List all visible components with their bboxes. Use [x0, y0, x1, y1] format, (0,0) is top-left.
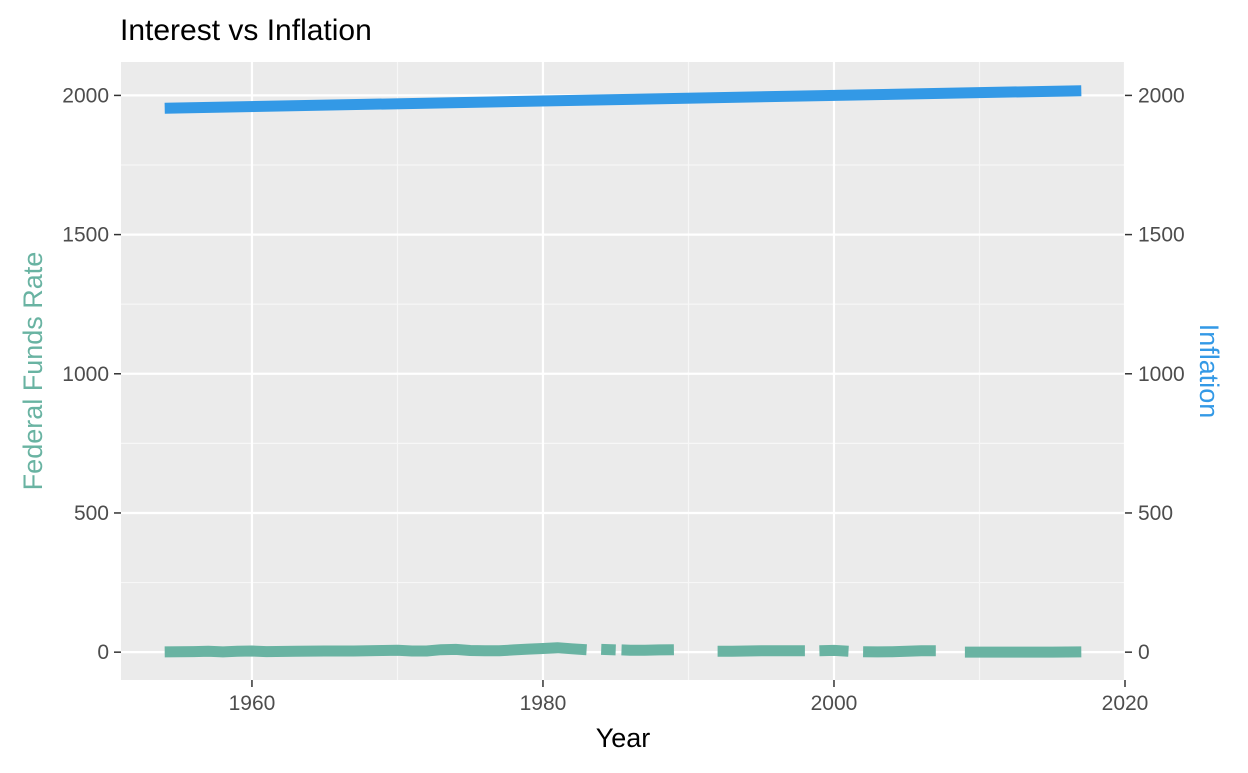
- series-line: [863, 651, 936, 652]
- x-axis: 1960 1980 2000 2020: [229, 680, 1149, 715]
- series-line: [622, 650, 674, 651]
- right-tick-label: 500: [1138, 502, 1173, 525]
- series-line: [601, 649, 616, 650]
- chart-title: Interest vs Inflation: [120, 14, 372, 47]
- left-axis-title: Federal Funds Rate: [18, 252, 48, 491]
- left-tick-label: 1500: [62, 224, 109, 247]
- x-tick-label: 2020: [1102, 692, 1149, 715]
- right-tick-label: 1500: [1138, 224, 1185, 247]
- x-tick-label: 2000: [811, 692, 858, 715]
- x-tick-label: 1960: [229, 692, 276, 715]
- plot-panel: [121, 62, 1125, 680]
- left-axis: 0 500 1000 1500 2000: [62, 84, 121, 664]
- series-line: [718, 651, 805, 652]
- left-tick-label: 1000: [62, 363, 109, 386]
- right-axis: 0 500 1000 1500 2000: [1125, 84, 1185, 664]
- right-tick-label: 2000: [1138, 84, 1185, 107]
- x-tick-label: 1980: [520, 692, 567, 715]
- left-tick-label: 2000: [62, 84, 109, 107]
- series-line: [819, 650, 848, 651]
- left-tick-label: 0: [97, 641, 109, 664]
- left-tick-label: 500: [74, 502, 109, 525]
- x-axis-title: Year: [596, 723, 651, 753]
- series-line: [165, 648, 587, 652]
- right-tick-label: 0: [1138, 641, 1150, 664]
- right-axis-title: Inflation: [1194, 324, 1224, 419]
- right-tick-label: 1000: [1138, 363, 1185, 386]
